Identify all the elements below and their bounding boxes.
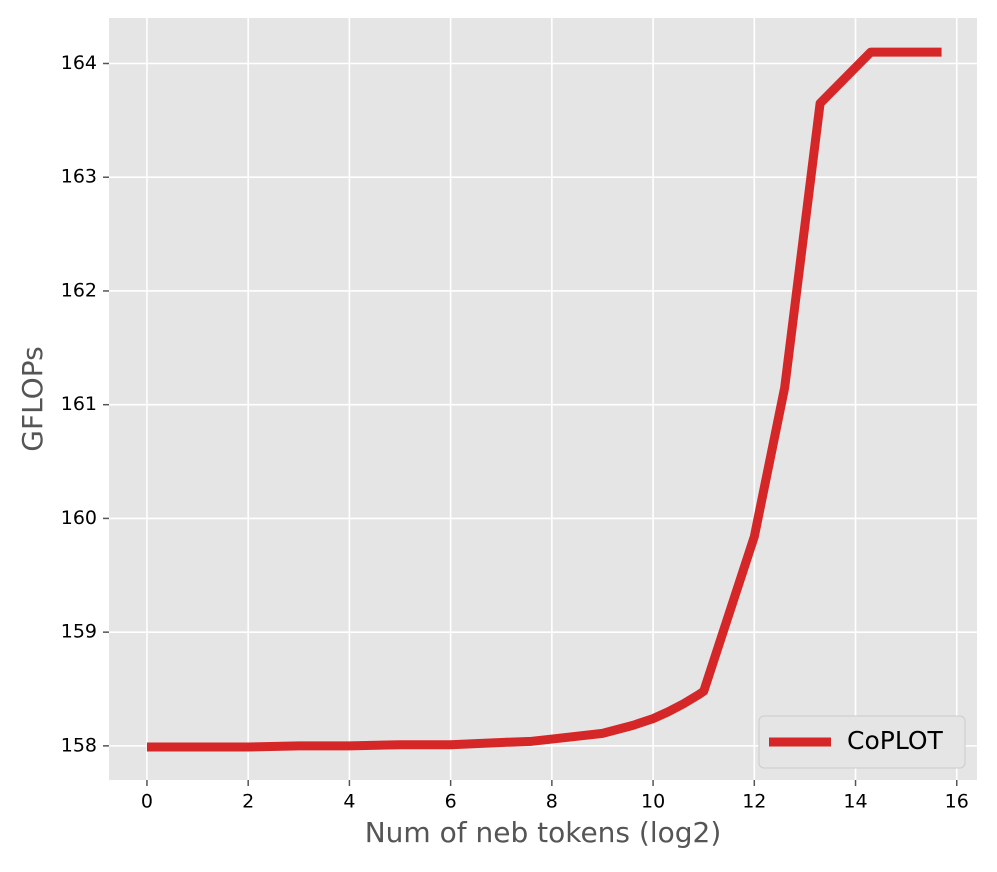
- y-tick-label: 163: [61, 166, 97, 188]
- x-tick-label: 6: [445, 791, 457, 813]
- y-tick-label: 158: [61, 734, 97, 756]
- x-tick-label: 0: [141, 791, 153, 813]
- legend: CoPLOT: [758, 715, 966, 769]
- y-tick-label: 161: [61, 393, 97, 415]
- x-tick-label: 12: [742, 791, 766, 813]
- x-tick-label: 10: [641, 791, 665, 813]
- x-tick-label: 4: [343, 791, 355, 813]
- y-axis-label: GFLOPs: [16, 346, 49, 451]
- y-tick-label: 162: [61, 279, 97, 301]
- x-tick-label: 2: [242, 791, 254, 813]
- x-axis-label: Num of neb tokens (log2): [365, 816, 722, 849]
- x-tick-label: 16: [945, 791, 969, 813]
- x-tick-label: 8: [546, 791, 558, 813]
- plot-area: [109, 18, 977, 780]
- data-line: [146, 47, 942, 752]
- legend-label: CoPLOT: [847, 726, 944, 755]
- y-tick-label: 160: [61, 507, 97, 529]
- y-tick-label: 164: [61, 52, 97, 74]
- x-tick-label: 14: [843, 791, 867, 813]
- y-tick-label: 159: [61, 621, 97, 643]
- legend-box: [758, 715, 966, 769]
